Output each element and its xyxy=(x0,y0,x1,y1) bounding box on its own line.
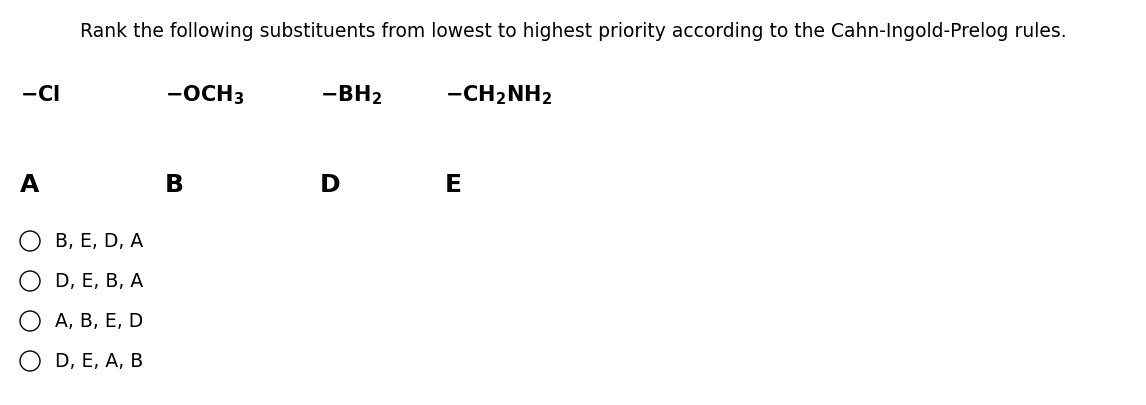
Text: D: D xyxy=(320,173,340,196)
Text: Rank the following substituents from lowest to highest priority according to the: Rank the following substituents from low… xyxy=(80,22,1066,41)
Text: D, E, B, A: D, E, B, A xyxy=(55,272,143,291)
Text: B: B xyxy=(165,173,185,196)
Text: D, E, A, B: D, E, A, B xyxy=(55,352,143,371)
Text: $\mathbf{-}$$\mathbf{Cl}$: $\mathbf{-}$$\mathbf{Cl}$ xyxy=(19,85,61,105)
Text: $\mathbf{-CH_2NH_2}$: $\mathbf{-CH_2NH_2}$ xyxy=(445,83,552,107)
Text: $\mathbf{-BH_2}$: $\mathbf{-BH_2}$ xyxy=(320,83,382,107)
Text: E: E xyxy=(445,173,462,196)
Text: $\mathbf{-OCH_3}$: $\mathbf{-OCH_3}$ xyxy=(165,83,244,107)
Text: B, E, D, A: B, E, D, A xyxy=(55,232,143,251)
Text: A, B, E, D: A, B, E, D xyxy=(55,312,143,331)
Text: A: A xyxy=(19,173,39,196)
